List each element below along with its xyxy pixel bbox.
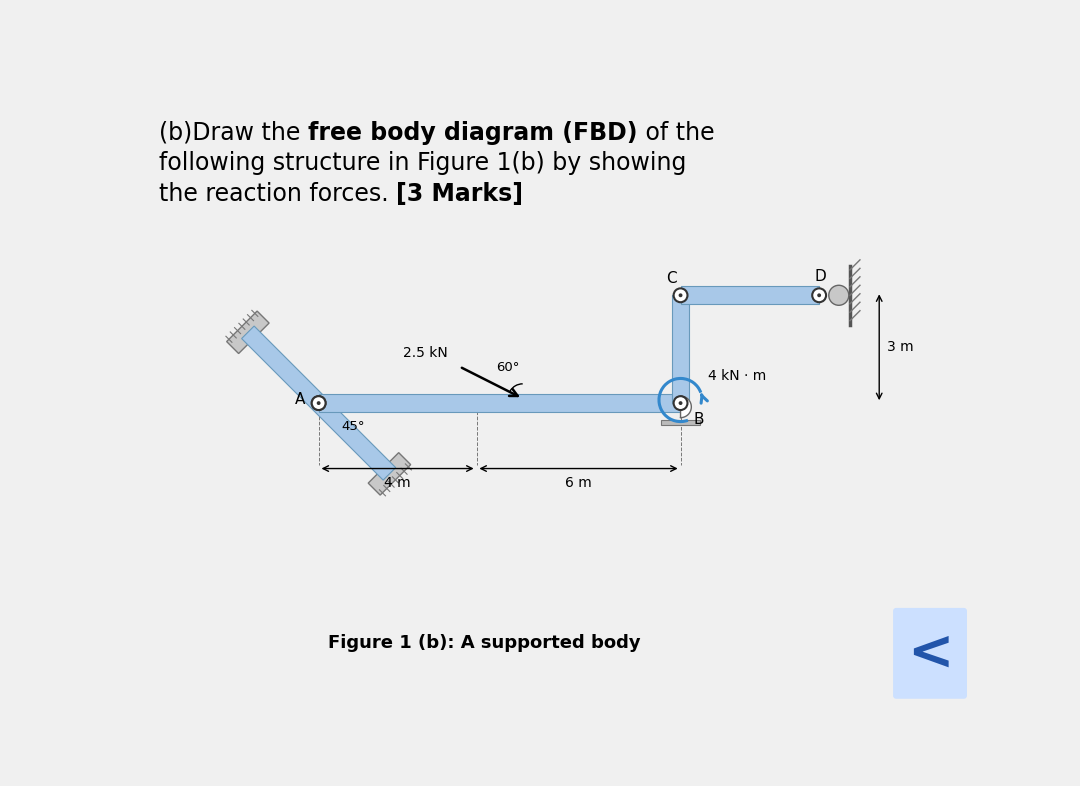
Text: C: C	[666, 271, 677, 286]
Text: <: <	[907, 626, 954, 681]
Text: A: A	[295, 391, 305, 406]
Text: 3 m: 3 m	[887, 340, 914, 354]
Text: 4 kN · m: 4 kN · m	[708, 369, 767, 383]
Text: Figure 1 (b): A supported body: Figure 1 (b): A supported body	[328, 634, 640, 652]
Polygon shape	[368, 453, 410, 495]
Text: 45°: 45°	[341, 420, 365, 433]
Polygon shape	[661, 420, 700, 424]
Circle shape	[812, 288, 826, 303]
FancyBboxPatch shape	[893, 608, 967, 699]
Text: D: D	[814, 269, 826, 284]
Text: (b)Draw the: (b)Draw the	[159, 120, 308, 145]
Polygon shape	[680, 286, 819, 304]
Circle shape	[312, 396, 325, 410]
Polygon shape	[680, 396, 691, 418]
Circle shape	[674, 396, 688, 410]
Text: B: B	[693, 413, 704, 428]
Text: of the: of the	[637, 120, 714, 145]
Circle shape	[818, 293, 821, 297]
Text: 60°: 60°	[496, 361, 519, 374]
Circle shape	[678, 293, 683, 297]
Polygon shape	[242, 326, 325, 410]
Text: [3 Marks]: [3 Marks]	[396, 182, 524, 206]
Polygon shape	[319, 395, 680, 412]
Text: free body diagram (FBD): free body diagram (FBD)	[308, 120, 637, 145]
Text: 6 m: 6 m	[565, 476, 592, 490]
Circle shape	[678, 401, 683, 405]
Circle shape	[828, 285, 849, 305]
Text: the reaction forces.: the reaction forces.	[159, 182, 396, 206]
Circle shape	[312, 396, 325, 410]
Circle shape	[316, 401, 321, 405]
Polygon shape	[312, 397, 395, 480]
Polygon shape	[227, 311, 269, 354]
Text: 4 m: 4 m	[384, 476, 410, 490]
Text: 2.5 kN: 2.5 kN	[403, 347, 448, 360]
Polygon shape	[672, 296, 689, 403]
Circle shape	[674, 288, 688, 303]
Text: following structure in Figure 1(b) by showing: following structure in Figure 1(b) by sh…	[159, 151, 687, 175]
